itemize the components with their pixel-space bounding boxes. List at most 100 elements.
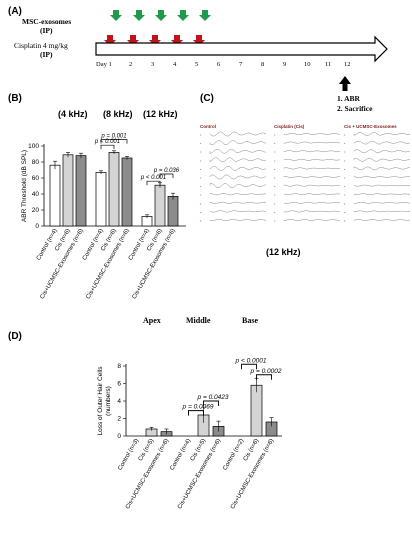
abr-waveform-trace (353, 184, 411, 187)
abr-waveform-trace (353, 158, 411, 162)
msc-route: (IP) (40, 26, 53, 35)
end-step-2: 2. Sacrifice (337, 104, 373, 113)
level-marker: • (200, 218, 202, 223)
level-marker: • (344, 166, 346, 171)
level-marker: • (200, 209, 202, 214)
bar (108, 152, 120, 227)
sig-bracket-base-ctrl-cis (241, 363, 257, 370)
level-marker: • (344, 209, 346, 214)
sig-bracket-8khz-ctrl-exo-label: p = 0.001 (100, 134, 126, 140)
sig-bracket-12khz-ctrl-cis (146, 180, 161, 186)
level-marker: • (274, 184, 276, 189)
day-labels: Day 1 2 3 4 5 6 7 8 9 10 11 12 (96, 61, 351, 68)
dose-arrows (104, 10, 211, 46)
level-marker: • (344, 184, 346, 189)
abr-waveform-trace (353, 210, 411, 213)
y-tick-label: 2 (117, 416, 121, 423)
level-marker: • (200, 166, 202, 171)
abr-waveform-trace (353, 140, 411, 145)
abr-waveform-trace (283, 133, 341, 135)
y-axis-label-unit: (numbers) (105, 386, 112, 416)
level-marker: • (200, 192, 202, 197)
x-tick-label: Control (n=3) (117, 438, 140, 471)
freq-title-12khz: (12 kHz) (143, 109, 178, 119)
level-marker: • (200, 149, 202, 154)
ohc-loss-chart: 0 2 4 6 8 Loss of Outer Hair Cells (numbers) Co… (97, 357, 282, 510)
sig-bracket-middle-ctrl-cis-label: p = 0.0069 (182, 404, 214, 411)
abr-waveform-trace (209, 193, 267, 196)
abr-waveform-trace (283, 150, 341, 153)
abr-waveform-trace (209, 174, 267, 180)
y-tick-label: 80 (32, 159, 40, 166)
day-label: Day 1 (96, 61, 112, 68)
level-marker: • (200, 184, 202, 189)
abr-waveform-trace (283, 201, 341, 204)
abr-waveform-trace (283, 158, 341, 161)
day-label: 7 (239, 61, 243, 68)
y-tick-label: 8 (117, 363, 121, 370)
region-title-apex: Apex (143, 316, 161, 325)
level-marker: • (274, 158, 276, 163)
level-marker: • (200, 201, 202, 206)
bar (121, 157, 133, 227)
bar (75, 155, 87, 227)
waveform-title: Control (200, 124, 216, 129)
cis-route: (IP) (40, 50, 53, 59)
x-tick-label: Control (n=4) (169, 438, 192, 471)
region-title-base: Base (242, 316, 258, 325)
y-tick-label: 20 (32, 207, 40, 214)
level-marker: • (274, 209, 276, 214)
level-marker: • (344, 132, 346, 137)
level-marker: • (274, 141, 276, 146)
abr-waveform-panels: Control • • • • • • • • • • • Cisplatin (Cis) • • • • • • •… (200, 124, 411, 223)
abr-waveform-trace (353, 149, 411, 153)
level-marker: • (274, 166, 276, 171)
day-label: 8 (261, 61, 264, 68)
level-marker: • (344, 192, 346, 197)
abr-waveform-trace (209, 157, 267, 163)
msc-dose-arrow-icon (133, 10, 145, 21)
level-marker: • (200, 132, 202, 137)
abr-waveform-trace (283, 167, 341, 170)
y-tick-label: 4 (117, 398, 121, 405)
abr-waveform-trace (283, 219, 341, 221)
panel-d-label: (D) (8, 331, 22, 342)
y-axis-label: ABR Threshold (dB SPL) (21, 150, 28, 222)
level-marker: • (344, 201, 346, 206)
panel-b-label: (B) (8, 93, 22, 104)
freq-title-8khz: (8 kHz) (103, 109, 133, 119)
cis-label: Cisplatin 4 mg/kg (14, 41, 68, 50)
y-tick-label: 0 (35, 223, 39, 230)
sig-bracket-base-cis-exo-label: p = 0.0002 (250, 368, 282, 375)
msc-dose-arrow-icon (199, 10, 211, 21)
sig-bracket-12khz-cis-exo (159, 173, 174, 178)
freq-title-4khz: (4 kHz) (58, 109, 88, 119)
sig-bracket-8khz-ctrl-cis (100, 144, 115, 150)
abr-waveform-trace (209, 210, 267, 213)
y-tick-label: 60 (32, 175, 40, 182)
abr-waveform-trace (209, 201, 267, 204)
waveform-title: Cisplatin (Cis) (274, 124, 305, 129)
sig-bracket-12khz-ctrl-cis-label: p < 0.001 (140, 175, 166, 181)
endpoint-arrow-icon (339, 76, 351, 91)
bar (49, 164, 61, 227)
abr-waveform-trace (283, 193, 341, 196)
panel-b: (B) (4 kHz) (8 kHz) (12 kHz) 0 20 40 60 80 10… (8, 93, 186, 300)
cisplatin-dose-arrow-icon (149, 35, 161, 46)
panel-c-label: (C) (200, 93, 214, 104)
level-marker: • (200, 158, 202, 163)
bar (167, 196, 179, 227)
level-marker: • (344, 158, 346, 163)
abr-waveform-trace (283, 210, 341, 213)
msc-dose-arrow-icon (155, 10, 167, 21)
panel-d: (D) Apex Middle Base 0 2 4 6 8 Loss of Outer … (8, 316, 282, 510)
msc-dose-arrow-icon (110, 10, 122, 21)
abr-waveform-trace (283, 184, 341, 187)
abr-waveform-trace (209, 219, 267, 221)
day-label: 12 (344, 61, 351, 68)
abr-waveform-trace (283, 141, 341, 144)
level-marker: • (274, 132, 276, 137)
abr-waveform-trace (209, 166, 267, 171)
abr-waveform-trace (209, 140, 267, 145)
panel-a: (A) MSC-exosomes (IP) Cisplatin 4 mg/kg … (8, 6, 388, 113)
